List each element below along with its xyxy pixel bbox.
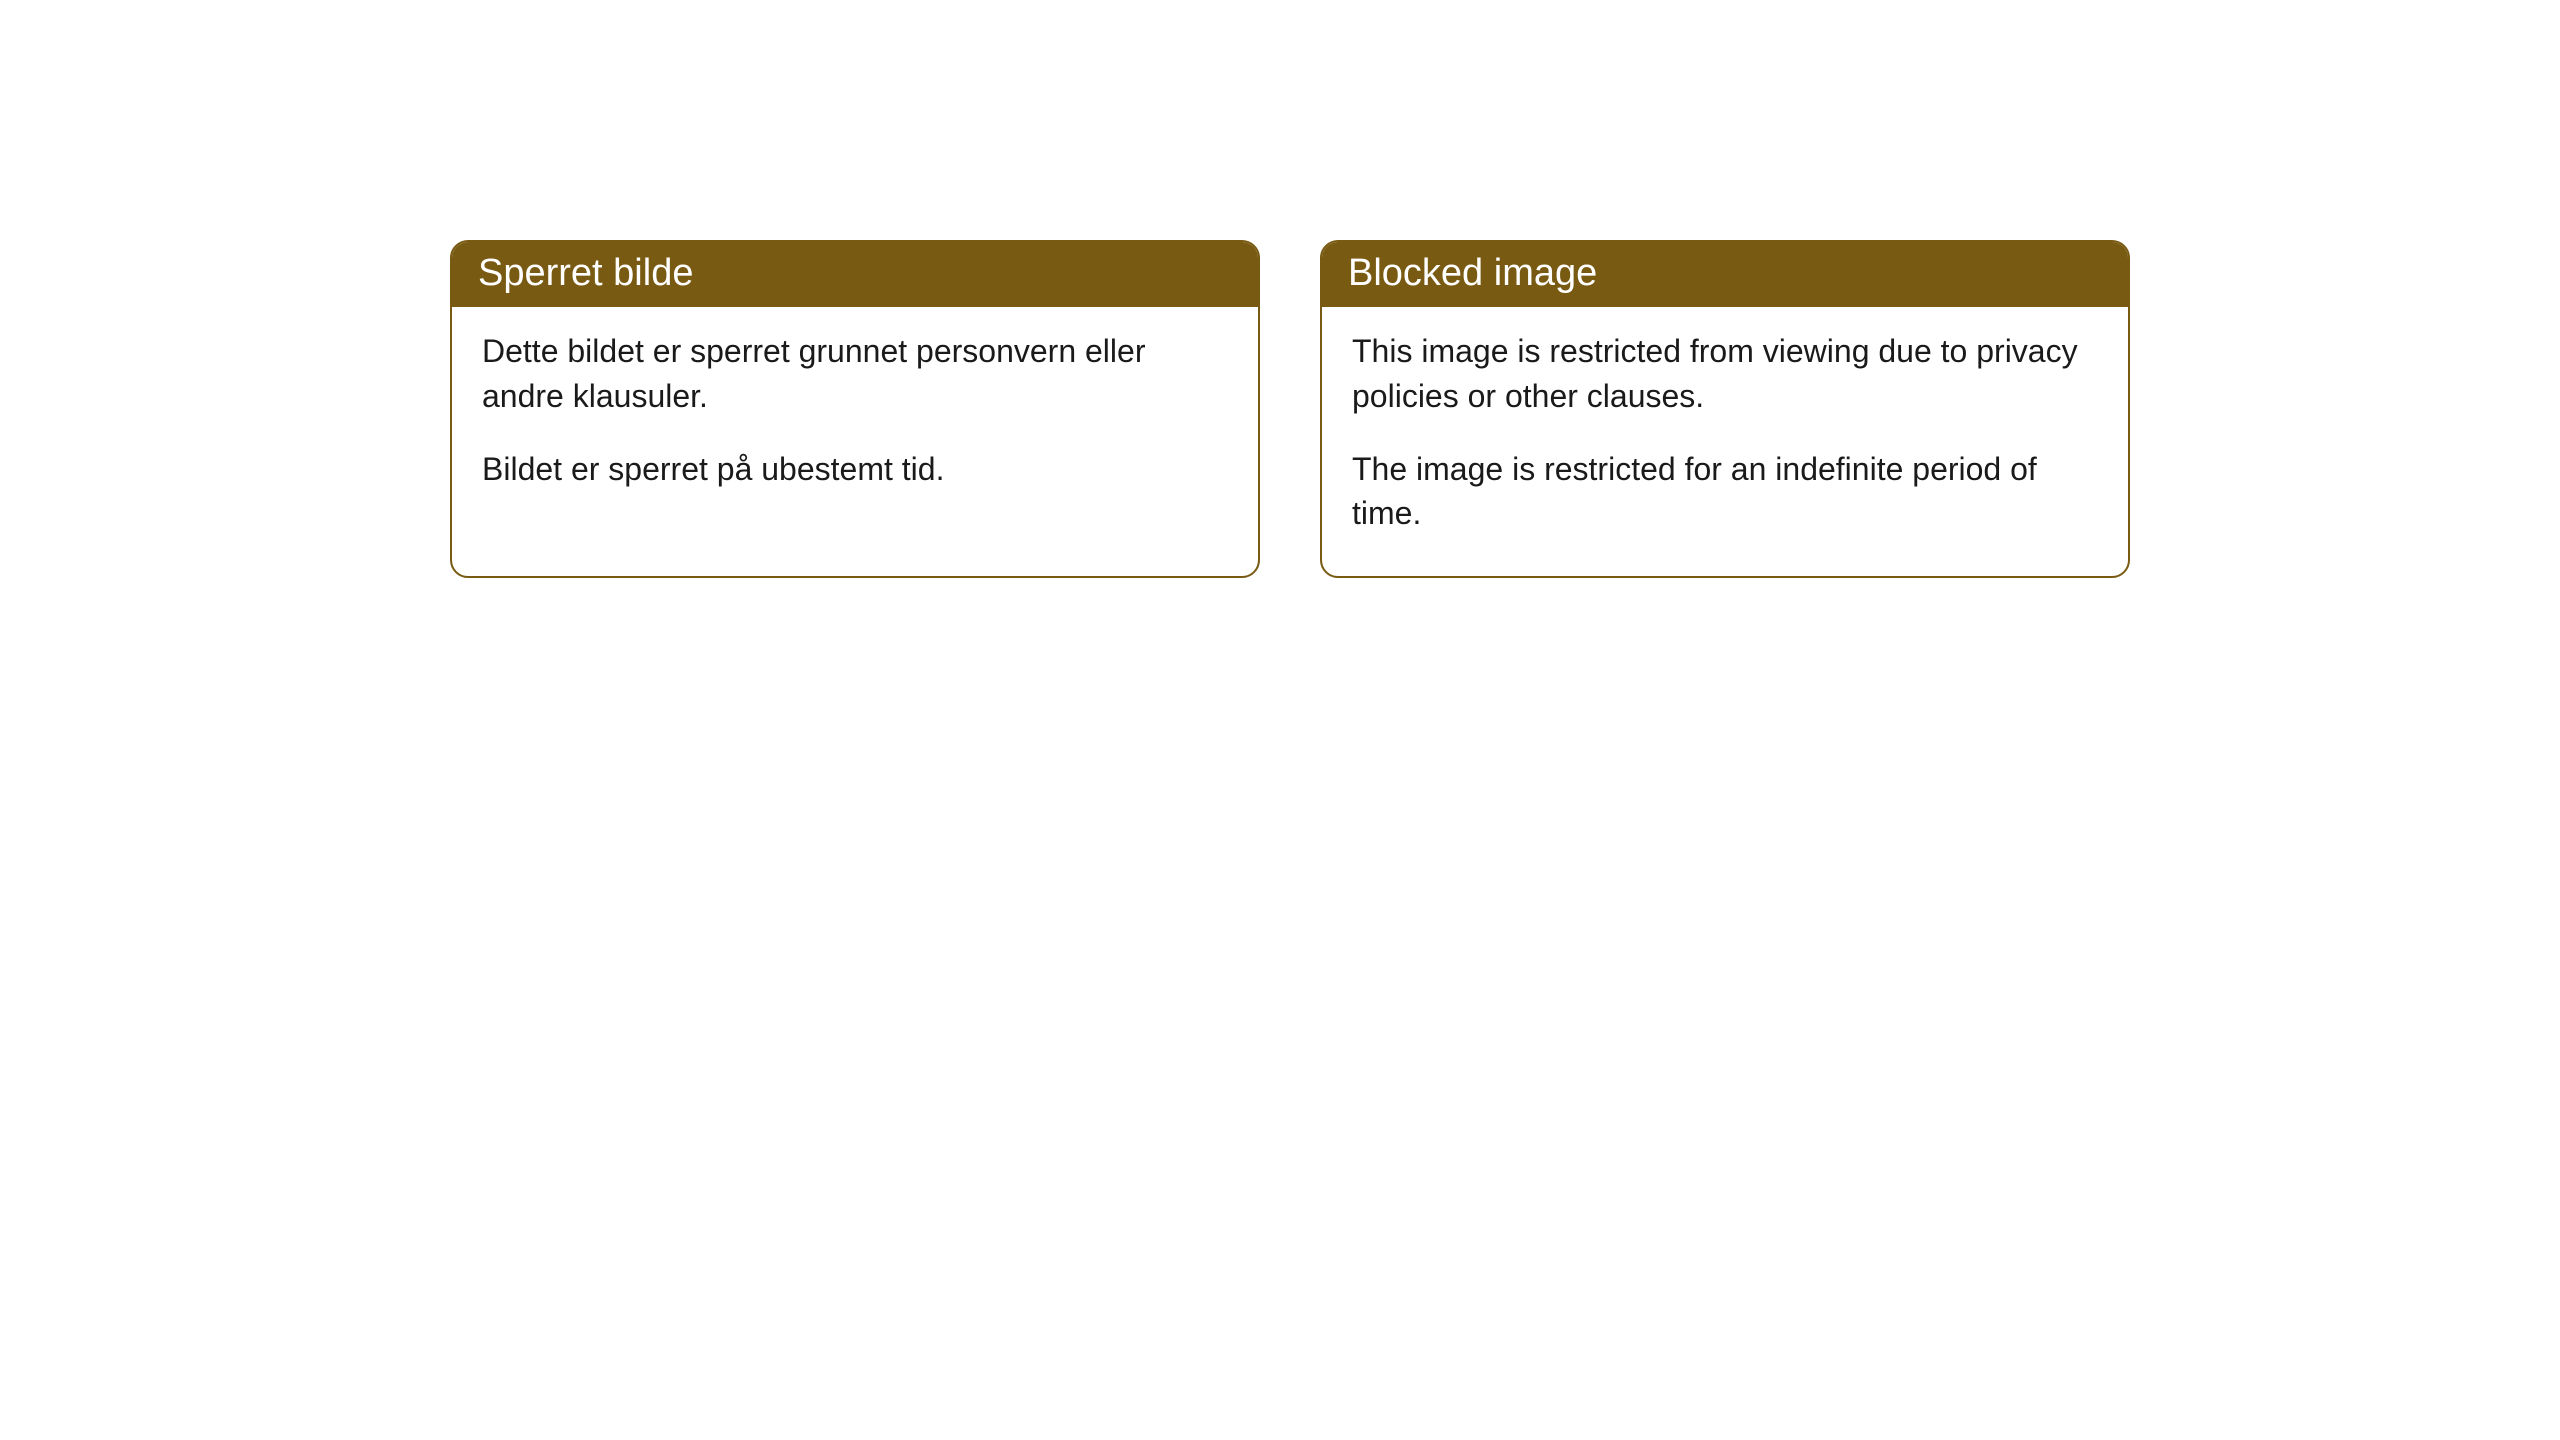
notice-cards-container: Sperret bilde Dette bildet er sperret gr…	[450, 240, 2130, 578]
card-header: Blocked image	[1322, 242, 2128, 307]
card-paragraph: This image is restricted from viewing du…	[1352, 329, 2098, 419]
card-paragraph: Bildet er sperret på ubestemt tid.	[482, 447, 1228, 492]
card-paragraph: The image is restricted for an indefinit…	[1352, 447, 2098, 537]
notice-card-english: Blocked image This image is restricted f…	[1320, 240, 2130, 578]
card-body: Dette bildet er sperret grunnet personve…	[452, 307, 1258, 531]
notice-card-norwegian: Sperret bilde Dette bildet er sperret gr…	[450, 240, 1260, 578]
card-body: This image is restricted from viewing du…	[1322, 307, 2128, 576]
card-paragraph: Dette bildet er sperret grunnet personve…	[482, 329, 1228, 419]
card-header: Sperret bilde	[452, 242, 1258, 307]
